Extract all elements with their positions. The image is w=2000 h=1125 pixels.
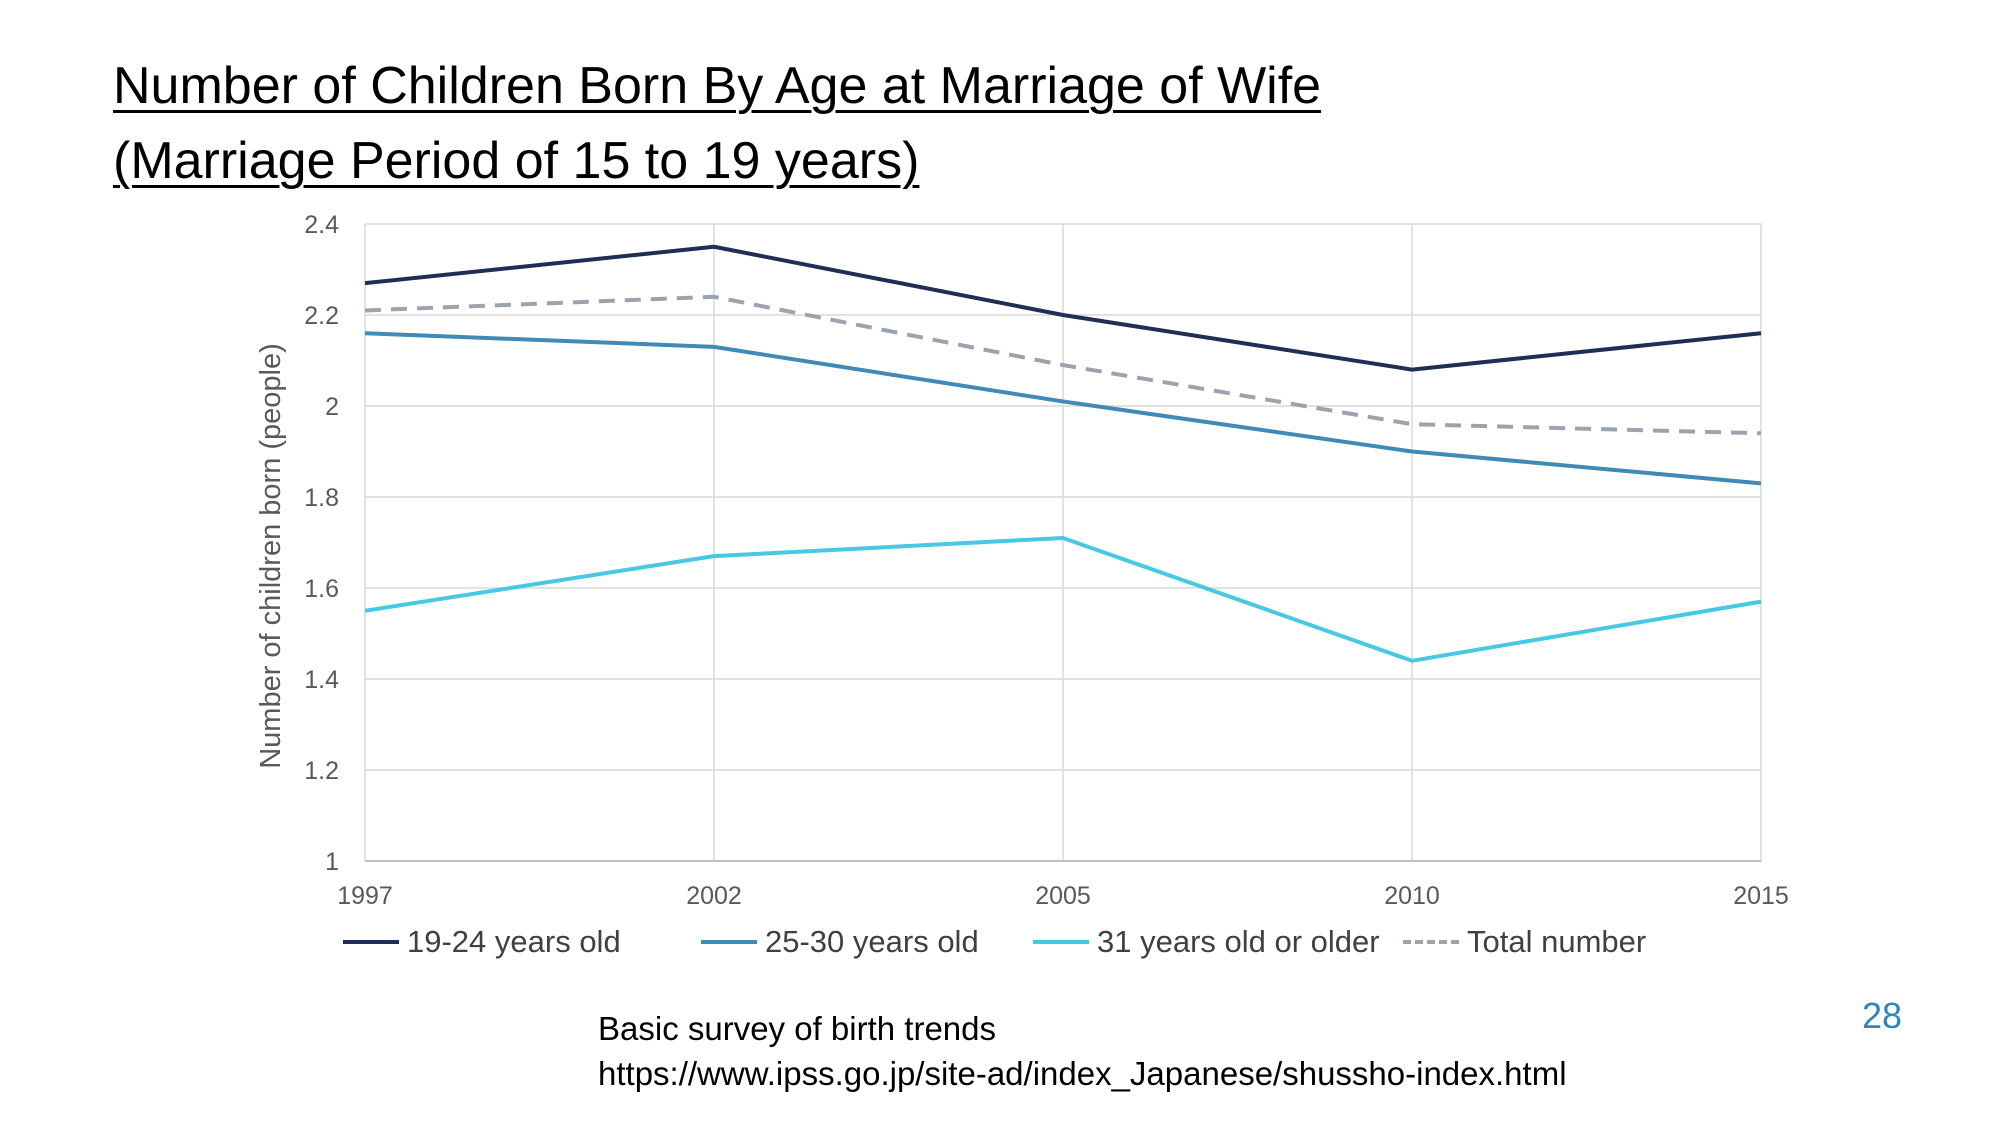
x-tick-label: 2015 <box>1733 882 1789 910</box>
y-tick-label: 1.2 <box>304 757 339 785</box>
y-tick-label: 2.2 <box>304 302 339 330</box>
y-tick-label: 2.4 <box>304 211 339 239</box>
legend-swatch <box>1033 940 1089 944</box>
page-number: 28 <box>1862 995 1903 1036</box>
legend-item: 19-24 years old <box>343 922 621 962</box>
source-title: Basic survey of birth trends <box>598 1010 996 1047</box>
y-tick-label: 1.8 <box>304 484 339 512</box>
legend-label: Total number <box>1467 924 1647 959</box>
chart-title-line-1: Number of Children Born By Age at Marria… <box>113 57 1322 115</box>
line-chart: 1 1.2 1.4 1.6 1.8 2 2.2 2.4 1997 2002 2005 2010 201… <box>255 211 1789 910</box>
chart-gridlines <box>364 223 1762 862</box>
legend-item: 25-30 years old <box>701 922 979 962</box>
x-axis-ticks: 1997 2002 2005 2010 2015 <box>337 882 1789 910</box>
y-axis-label: Number of children born (people) <box>255 343 287 769</box>
series-line-25-30-years-old <box>364 331 1762 486</box>
y-tick-label: 1 <box>325 848 339 876</box>
legend-label: 31 years old or older <box>1097 924 1380 959</box>
series-line-19-24-years-old <box>364 244 1762 372</box>
x-tick-label: 2002 <box>686 882 742 910</box>
x-tick-label: 1997 <box>337 882 393 910</box>
source-url: https://www.ipss.go.jp/site-ad/index_Jap… <box>598 1055 1567 1092</box>
legend-label: 25-30 years old <box>765 924 979 959</box>
legend-item: 31 years old or older <box>1033 922 1380 962</box>
legend-swatch <box>701 940 757 944</box>
legend-swatch <box>343 940 399 944</box>
x-tick-label: 2005 <box>1035 882 1091 910</box>
x-tick-label: 2010 <box>1384 882 1440 910</box>
y-axis-ticks: 1 1.2 1.4 1.6 1.8 2 2.2 2.4 <box>304 211 339 876</box>
y-tick-label: 2 <box>325 393 339 421</box>
legend-item: Total number <box>1403 922 1646 962</box>
series-line-total-number <box>364 294 1762 436</box>
y-tick-label: 1.6 <box>304 575 339 603</box>
chart-title-line-2: (Marriage Period of 15 to 19 years) <box>113 132 920 190</box>
legend-swatch <box>1403 940 1459 944</box>
legend-label: 19-24 years old <box>407 924 621 959</box>
y-tick-label: 1.4 <box>304 666 339 694</box>
chart-series <box>364 244 1762 663</box>
series-line-31-years-old-or-older <box>364 535 1762 663</box>
